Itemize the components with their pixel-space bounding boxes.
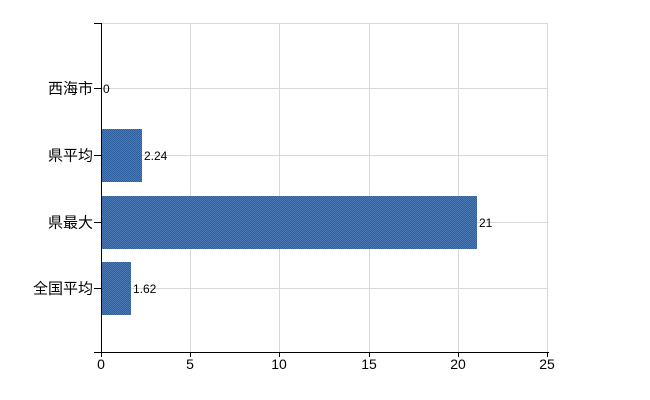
horizontal-gridline [101, 288, 547, 289]
category-label: 西海市 [47, 80, 93, 98]
x-axis [94, 352, 549, 353]
bar-value-label: 0 [103, 82, 110, 96]
y-axis-tick [94, 23, 101, 24]
x-axis-tick [279, 352, 280, 357]
horizontal-gridline [101, 23, 547, 24]
y-axis [101, 23, 102, 357]
vertical-gridline [369, 23, 370, 352]
vertical-gridline [190, 23, 191, 352]
x-tick-label: 10 [271, 356, 287, 372]
y-axis-tick [94, 88, 101, 89]
x-axis-tick [369, 352, 370, 357]
y-axis-tick [94, 288, 101, 289]
vertical-gridline [547, 23, 548, 352]
category-label: 県平均 [47, 147, 93, 165]
horizontal-gridline [101, 155, 547, 156]
x-tick-label: 20 [450, 356, 466, 372]
bar-value-label: 21 [479, 216, 493, 230]
x-axis-tick [101, 352, 102, 357]
bar[interactable] [102, 196, 477, 249]
bar-value-label: 2.24 [144, 149, 168, 163]
x-tick-label: 0 [97, 356, 105, 372]
bar-value-label: 1.62 [133, 282, 157, 296]
x-tick-label: 5 [186, 356, 194, 372]
bar[interactable] [102, 129, 142, 182]
category-label: 全国平均 [32, 280, 93, 298]
vertical-gridline [279, 23, 280, 352]
y-axis-tick [94, 155, 101, 156]
bar[interactable] [102, 262, 131, 315]
x-tick-label: 25 [539, 356, 555, 372]
vertical-gridline [458, 23, 459, 352]
horizontal-gridline [101, 88, 547, 89]
x-axis-tick [190, 352, 191, 357]
x-tick-label: 15 [361, 356, 377, 372]
x-axis-tick [458, 352, 459, 357]
x-axis-tick [547, 352, 548, 357]
y-axis-tick [94, 222, 101, 223]
category-label: 県最大 [47, 214, 93, 232]
